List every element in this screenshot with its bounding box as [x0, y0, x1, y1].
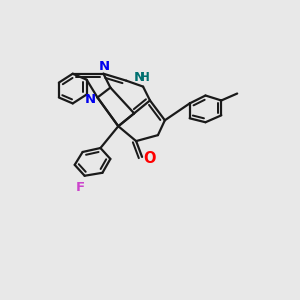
Text: N: N: [85, 93, 96, 106]
Text: H: H: [140, 71, 150, 84]
Text: N: N: [134, 71, 145, 84]
Text: F: F: [76, 181, 85, 194]
Text: N: N: [99, 60, 110, 73]
Text: O: O: [144, 152, 156, 166]
